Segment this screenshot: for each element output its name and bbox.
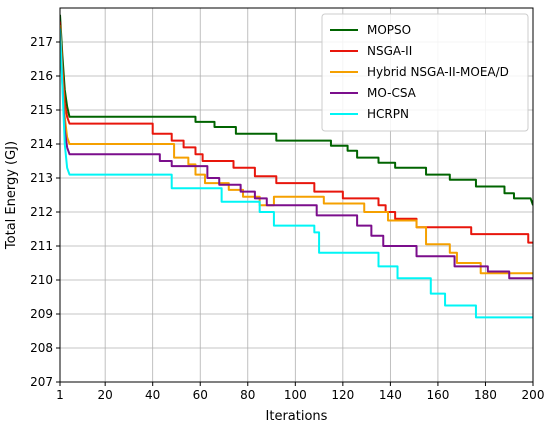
x-tick-label: 1 [56,388,64,402]
legend-label-4: HCRPN [367,107,409,121]
x-tick-label: 120 [331,388,354,402]
x-tick-label: 20 [98,388,113,402]
y-tick-label: 211 [30,239,53,253]
x-tick-label: 60 [193,388,208,402]
y-tick-label: 208 [30,341,53,355]
x-tick-label: 40 [145,388,160,402]
plot-frame [59,7,534,383]
legend-label-2: Hybrid NSGA-II-MOEA/D [367,65,509,79]
y-tick-label: 212 [30,205,53,219]
y-tick-label: 215 [30,103,53,117]
series-line-4 [60,28,533,319]
y-tick-label: 217 [30,35,53,49]
y-tick-label: 210 [30,273,53,287]
y-axis-label: Total Energy (GJ) [4,141,19,250]
x-tick-label: 140 [379,388,402,402]
legend-label-0: MOPSO [367,23,411,37]
legend: MOPSO NSGA-II Hybrid NSGA-II-MOEA/D MO-CSA H… [321,13,529,132]
series-line-1 [60,21,533,244]
y-tick-label: 209 [30,307,53,321]
y-tick-label: 216 [30,69,53,83]
x-tick-label: 80 [240,388,255,402]
legend-box [321,13,529,132]
y-tick-label: 207 [30,375,53,389]
legend-label-1: NSGA-II [367,44,412,58]
x-axis-label: Iterations [266,409,328,424]
axis-ticks: 1 20 40 60 80 100 120 140 160 180 2002072082092102… [30,35,544,402]
series-line-3 [60,31,533,280]
x-tick-label: 200 [522,388,545,402]
y-tick-label: 214 [30,137,53,151]
x-tick-label: 160 [426,388,449,402]
legend-label-3: MO-CSA [367,86,417,100]
series-line-0 [60,14,533,206]
x-tick-label: 180 [474,388,497,402]
series-lines [60,14,533,319]
x-tick-label: 100 [284,388,307,402]
y-tick-label: 213 [30,171,53,185]
